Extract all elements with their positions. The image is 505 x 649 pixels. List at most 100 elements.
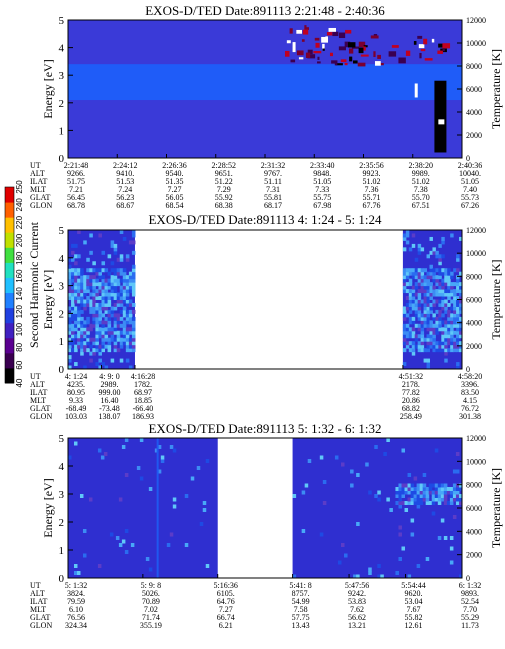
heatmap-cell [417,247,422,252]
heatmap-cell [340,462,345,467]
heatmap-cell [325,36,328,39]
ephemeris-value: 9242. [348,589,366,598]
colorbar-tick-label: 200 [15,233,24,247]
heatmap-cell [423,282,428,287]
heatmap-cell [131,250,136,255]
heatmap-cell [456,275,460,280]
heatmap-cell [402,341,407,346]
heatmap-cell [405,50,411,56]
heatmap-cell [429,250,433,255]
y-axis-label: Energy [eV] [41,478,55,537]
heatmap-cell [383,452,387,456]
heatmap-cell [455,501,460,505]
heatmap-cell [405,341,410,346]
y-tick-label: 4 [59,43,65,55]
y2-tick-label: 12000 [466,434,486,443]
heatmap-cell [284,50,290,57]
ephemeris-value: 11.73 [461,621,479,630]
colorbar-swatch [5,187,14,203]
heatmap-cell [429,275,433,280]
heatmap-cell [417,323,422,328]
heatmap-cell [98,330,102,335]
heatmap-cell [68,306,72,311]
heatmap-cell [458,574,463,579]
heatmap-cell [444,330,448,335]
heatmap-cell [459,334,463,339]
heatmap-cell [424,58,433,61]
heatmap-cell [104,316,109,321]
heatmap-cell [107,299,112,304]
heatmap-cell [444,299,448,304]
heatmap-cell [432,316,436,321]
heatmap-cell [107,271,112,276]
ephemeris-value: 55.29 [461,613,479,622]
heatmap-cell [450,275,454,280]
heatmap-cell [432,268,436,273]
heatmap-cell [86,320,90,325]
heatmap-cell [419,487,424,491]
heatmap-cell [402,285,407,290]
heatmap-cell [113,337,118,342]
heatmap-cell [317,61,321,64]
heatmap-cell [398,57,406,64]
heatmap-cell [71,268,75,273]
heatmap-cell [408,330,413,335]
heatmap-cell [80,316,84,321]
heatmap-cell [119,271,124,276]
heatmap-cell [417,296,422,300]
heatmap-cell [110,282,115,287]
heatmap-cell [80,344,84,349]
ephemeris-value: 67.98 [313,201,331,210]
heatmap-cell [190,476,195,481]
heatmap-cell [125,296,130,300]
heatmap-cell [410,483,415,488]
heatmap-cell [422,490,427,495]
heatmap-cell [80,285,84,290]
heatmap-cell [113,275,118,280]
heatmap-cell [423,323,428,328]
ephemeris-value: 138.07 [98,412,120,421]
heatmap-cell [68,344,72,349]
heatmap-cell [417,282,422,287]
heatmap-cell [337,560,342,565]
heatmap-cell [113,341,118,346]
heatmap-cell [128,337,133,342]
colorbar-tick-label: 140 [15,287,24,301]
colorbar-swatch [5,292,14,309]
heatmap-cell [435,348,439,353]
heatmap-cell [401,494,406,498]
ephemeris-value: 76.72 [461,404,479,413]
heatmap-cell [441,296,445,300]
heatmap-cell [77,289,81,294]
heatmap-cell [431,494,436,498]
heatmap-cell [83,344,87,349]
heatmap-cell [438,243,442,248]
heatmap-cell [92,320,96,325]
ephemeris-value: 51.53 [116,177,134,186]
heatmap-cell [450,344,454,349]
y2-tick-label: 4000 [466,108,482,117]
heatmap-cell [414,275,419,280]
heatmap-cell [444,289,448,294]
ephemeris-value: -68.49 [66,404,87,413]
heatmap-cell [92,282,96,287]
heatmap-cell [450,292,454,297]
y2-tick-label: 2000 [466,131,482,140]
heatmap-cell [423,302,428,307]
ephemeris-value: 55.81 [264,193,282,202]
heatmap-cell [116,282,121,287]
heatmap-cell [86,316,90,321]
heatmap-streak [156,438,159,578]
heatmap-cell [437,487,442,491]
heatmap-cell [125,278,130,283]
heatmap-cell [92,285,96,290]
heatmap-cell [95,362,99,367]
heatmap-cell [95,334,99,339]
heatmap-cell [296,29,303,34]
heatmap-cell [98,344,102,349]
heatmap-cell [71,285,75,290]
ephemeris-value: 68.82 [402,404,420,413]
heatmap-cell [89,327,93,332]
heatmap-cell [125,309,130,314]
ephemeris-row-label: ILAT [30,388,47,397]
